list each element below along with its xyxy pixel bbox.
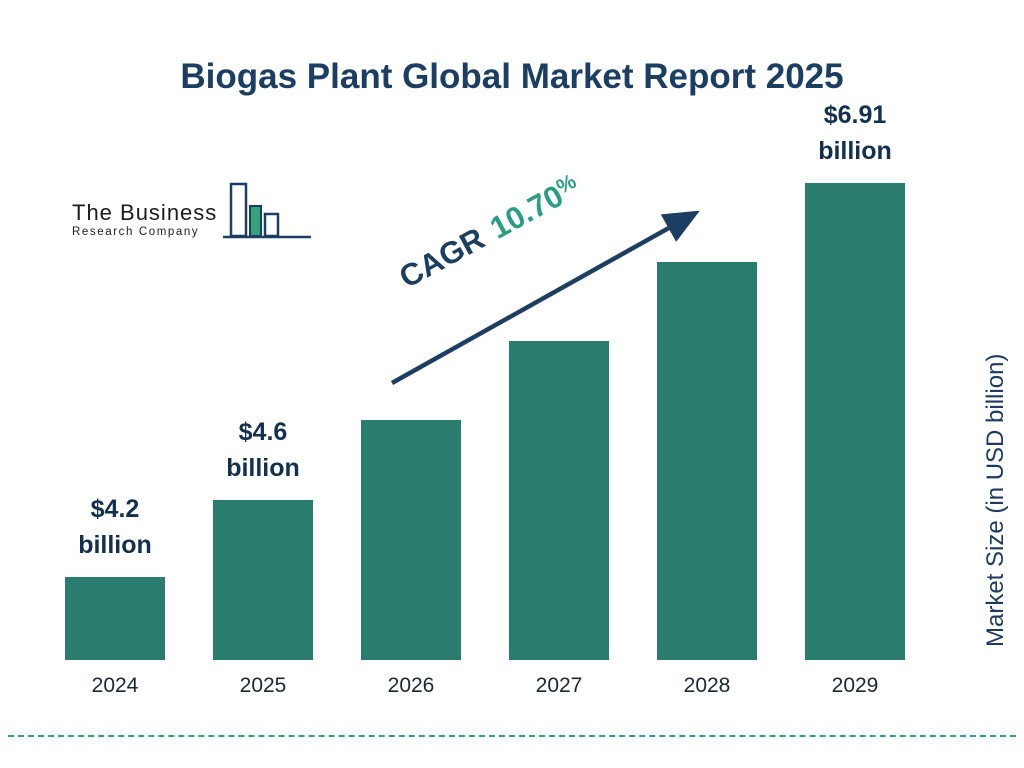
logo-text: The Business Research Company bbox=[72, 200, 217, 244]
bar-column-2025: $4.6 billion 2025 bbox=[213, 414, 313, 699]
bar-column-2029: $6.91 billion 2029 bbox=[805, 97, 905, 699]
value-label-unit: billion bbox=[78, 530, 152, 559]
y-axis-title: Market Size (in USD billion) bbox=[982, 353, 1009, 647]
logo-subname: Research Company bbox=[72, 226, 200, 238]
x-tick-2026: 2026 bbox=[387, 674, 435, 697]
x-tick-2029: 2029 bbox=[831, 674, 879, 697]
bar-chart-logo-icon bbox=[223, 182, 312, 239]
value-label-unit: billion bbox=[226, 453, 300, 482]
value-label-2024: $4.2 billion bbox=[78, 491, 152, 564]
bar-column-2026: 2026 bbox=[361, 420, 461, 698]
x-tick-2024: 2024 bbox=[91, 674, 139, 697]
company-logo: The Business Research Company bbox=[72, 182, 313, 244]
bar-2029 bbox=[805, 183, 905, 660]
bar-column-2024: $4.2 billion 2024 bbox=[65, 491, 165, 699]
x-tick-2025: 2025 bbox=[239, 674, 287, 697]
value-label-amount: $4.2 bbox=[90, 494, 140, 523]
bar-2026 bbox=[361, 420, 461, 660]
value-label-amount: $6.91 bbox=[823, 100, 887, 129]
logo-name: The Business bbox=[72, 200, 218, 225]
value-label-2025: $4.6 billion bbox=[226, 414, 300, 487]
bar-column-2028: 2028 bbox=[657, 262, 757, 698]
bar-chart: $4.2 billion 2024 $4.6 billion 2025 2026… bbox=[65, 97, 905, 699]
bar-column-2027: 2027 bbox=[509, 341, 609, 698]
value-label-2029: $6.91 billion bbox=[818, 97, 892, 170]
bar-2024 bbox=[65, 577, 165, 660]
x-tick-2027: 2027 bbox=[535, 674, 583, 697]
x-tick-2028: 2028 bbox=[683, 674, 731, 697]
bar-2028 bbox=[657, 262, 757, 660]
value-label-unit: billion bbox=[818, 136, 892, 165]
page-title: Biogas Plant Global Market Report 2025 bbox=[180, 57, 844, 97]
value-label-amount: $4.6 bbox=[238, 417, 288, 446]
bottom-dashed-divider bbox=[8, 735, 1016, 737]
bar-2025 bbox=[213, 500, 313, 660]
bar-2027 bbox=[509, 341, 609, 660]
